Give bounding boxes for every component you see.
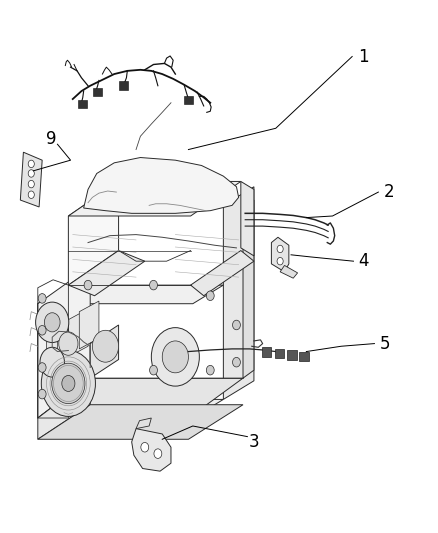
Polygon shape xyxy=(68,309,88,357)
Circle shape xyxy=(41,351,95,416)
Polygon shape xyxy=(136,418,151,429)
Text: 9: 9 xyxy=(46,130,56,148)
Polygon shape xyxy=(38,285,68,418)
Bar xyxy=(78,100,87,108)
Polygon shape xyxy=(272,237,289,272)
Bar xyxy=(184,96,193,104)
Polygon shape xyxy=(20,152,42,207)
Bar xyxy=(287,351,297,360)
Circle shape xyxy=(38,363,46,372)
Polygon shape xyxy=(79,301,99,349)
Circle shape xyxy=(59,332,78,356)
Circle shape xyxy=(277,257,283,265)
Circle shape xyxy=(92,330,119,362)
Circle shape xyxy=(28,160,34,167)
Circle shape xyxy=(84,280,92,290)
Circle shape xyxy=(62,375,75,391)
Polygon shape xyxy=(68,181,119,285)
Text: 3: 3 xyxy=(249,433,259,451)
Polygon shape xyxy=(38,378,90,439)
Bar xyxy=(275,349,285,359)
Polygon shape xyxy=(46,325,66,373)
Polygon shape xyxy=(84,158,239,213)
Circle shape xyxy=(40,348,64,377)
Circle shape xyxy=(233,358,240,367)
Circle shape xyxy=(206,366,214,375)
Polygon shape xyxy=(68,251,145,296)
Circle shape xyxy=(52,364,85,403)
Circle shape xyxy=(206,291,214,301)
Polygon shape xyxy=(38,266,90,418)
Circle shape xyxy=(154,449,162,458)
Bar xyxy=(93,88,102,96)
Polygon shape xyxy=(38,399,223,418)
Circle shape xyxy=(150,366,157,375)
Bar xyxy=(262,348,272,357)
Polygon shape xyxy=(191,251,254,296)
Polygon shape xyxy=(57,317,77,365)
Circle shape xyxy=(277,245,283,253)
Polygon shape xyxy=(68,181,241,216)
Circle shape xyxy=(35,302,69,343)
Circle shape xyxy=(162,341,188,373)
Polygon shape xyxy=(132,429,171,471)
Polygon shape xyxy=(38,285,223,304)
Text: 5: 5 xyxy=(380,335,390,353)
Polygon shape xyxy=(241,181,254,256)
Bar xyxy=(120,82,128,90)
Polygon shape xyxy=(280,265,297,278)
Polygon shape xyxy=(38,405,243,439)
Circle shape xyxy=(233,320,240,330)
Polygon shape xyxy=(243,200,254,378)
Text: 4: 4 xyxy=(358,252,368,270)
Circle shape xyxy=(38,294,46,303)
Bar xyxy=(299,352,308,361)
Circle shape xyxy=(28,180,34,188)
Circle shape xyxy=(141,442,149,452)
Polygon shape xyxy=(38,378,243,418)
Polygon shape xyxy=(223,187,254,399)
Circle shape xyxy=(28,191,34,198)
Circle shape xyxy=(38,389,46,399)
Circle shape xyxy=(151,328,199,386)
Text: 2: 2 xyxy=(384,183,395,201)
Circle shape xyxy=(44,313,60,332)
Circle shape xyxy=(38,326,46,335)
Polygon shape xyxy=(90,325,119,378)
Circle shape xyxy=(28,169,34,177)
Circle shape xyxy=(150,280,157,290)
Text: 1: 1 xyxy=(358,47,368,66)
